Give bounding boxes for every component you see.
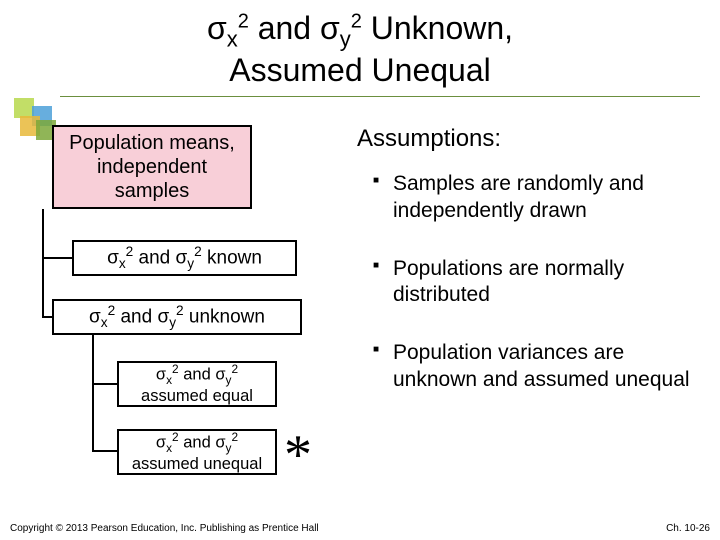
diagram-column: Population means, independent samples σx… xyxy=(22,125,327,425)
copyright-text: Copyright © 2013 Pearson Education, Inc.… xyxy=(10,523,319,534)
box-assumed-equal: σx2 and σy2 assumed equal xyxy=(117,361,277,407)
page-number: Ch. 10-26 xyxy=(666,523,710,534)
assumptions-list: Samples are randomly and independently d… xyxy=(357,171,698,393)
slide-footer: Copyright © 2013 Pearson Education, Inc.… xyxy=(10,523,710,534)
assumptions-heading: Assumptions: xyxy=(357,125,698,153)
title-rule xyxy=(60,96,700,97)
box-assumed-unequal: σx2 and σy2 assumed unequal xyxy=(117,429,277,475)
box-sigma-unknown: σx2 and σy2 unknown xyxy=(52,299,302,335)
assumption-item: Population variances are unknown and ass… xyxy=(373,340,698,393)
title-line2: Assumed Unequal xyxy=(229,52,490,88)
box-sigma-known: σx2 and σy2 known xyxy=(72,240,297,276)
title-line1: σx2 and σy2 Unknown, xyxy=(207,10,513,46)
assumption-item: Samples are randomly and independently d… xyxy=(373,171,698,224)
box-population-means: Population means, independent samples xyxy=(52,125,252,209)
assumption-item: Populations are normally distributed xyxy=(373,256,698,309)
slide-title: σx2 and σy2 Unknown, Assumed Unequal xyxy=(0,0,720,96)
assumptions-column: Assumptions: Samples are randomly and in… xyxy=(357,125,698,425)
content-area: Population means, independent samples σx… xyxy=(0,97,720,425)
highlight-star-icon: * xyxy=(284,423,312,487)
